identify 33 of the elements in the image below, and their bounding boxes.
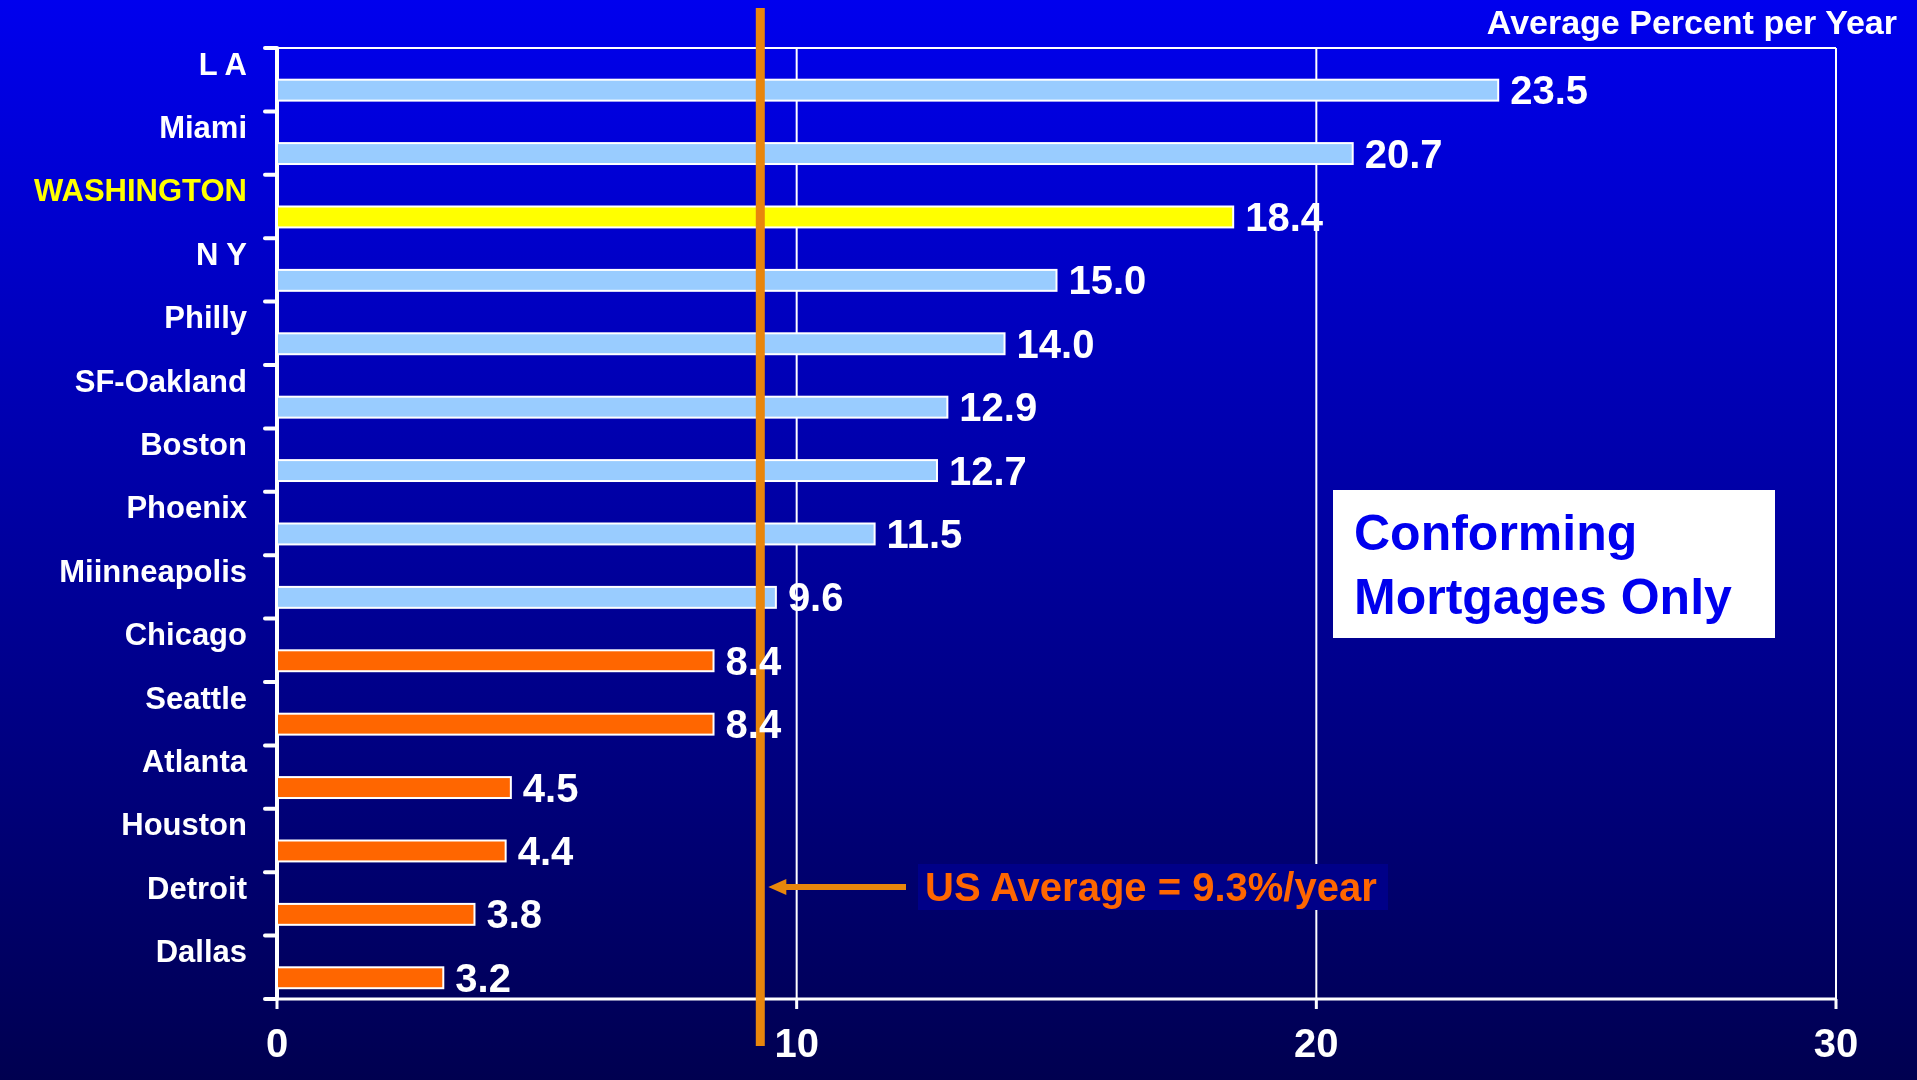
y-tick-label: Seattle	[145, 680, 247, 716]
chart-title: Average Percent per Year	[1486, 3, 1897, 41]
data-label: 11.5	[886, 511, 963, 556]
ref-line-label: US Average = 9.3%/year	[925, 865, 1377, 909]
y-tick-label: Atlanta	[141, 744, 248, 780]
y-tick-label: Chicago	[124, 617, 247, 653]
data-label: 12.9	[959, 385, 1038, 430]
y-tick-label: N Y	[195, 236, 248, 272]
data-label: 3.8	[486, 892, 543, 937]
y-tick-label: Dallas	[155, 934, 247, 970]
x-tick-label: 10	[774, 1021, 819, 1065]
x-tick-label: 30	[1813, 1021, 1859, 1065]
y-tick-label: Phoenix	[126, 490, 248, 526]
data-label: 12.7	[948, 448, 1027, 493]
x-tick-label: 0	[265, 1021, 289, 1065]
y-tick-label: WASHINGTON	[34, 173, 247, 209]
y-tick-label: SF-Oakland	[74, 363, 247, 399]
y-tick-label: Miinneapolis	[59, 553, 247, 589]
data-label: 4.4	[517, 828, 575, 873]
y-tick-label: Boston	[140, 427, 247, 463]
data-label: 20.7	[1364, 131, 1443, 176]
data-label: 23.5	[1510, 68, 1589, 113]
x-tick-label: 20	[1294, 1021, 1339, 1065]
y-tick-label: Detroit	[147, 870, 247, 906]
y-tick-label: Houston	[121, 807, 247, 843]
data-label: 3.2	[455, 955, 511, 1000]
data-label: 15.0	[1068, 258, 1147, 303]
y-tick-label: Miami	[159, 110, 247, 146]
annotation: Conforming Mortgages Only	[1354, 505, 1733, 625]
y-tick-label: L A	[198, 46, 247, 82]
data-label: 14.0	[1016, 321, 1095, 366]
y-tick-label: Philly	[164, 300, 248, 336]
data-label: 4.5	[522, 765, 579, 810]
